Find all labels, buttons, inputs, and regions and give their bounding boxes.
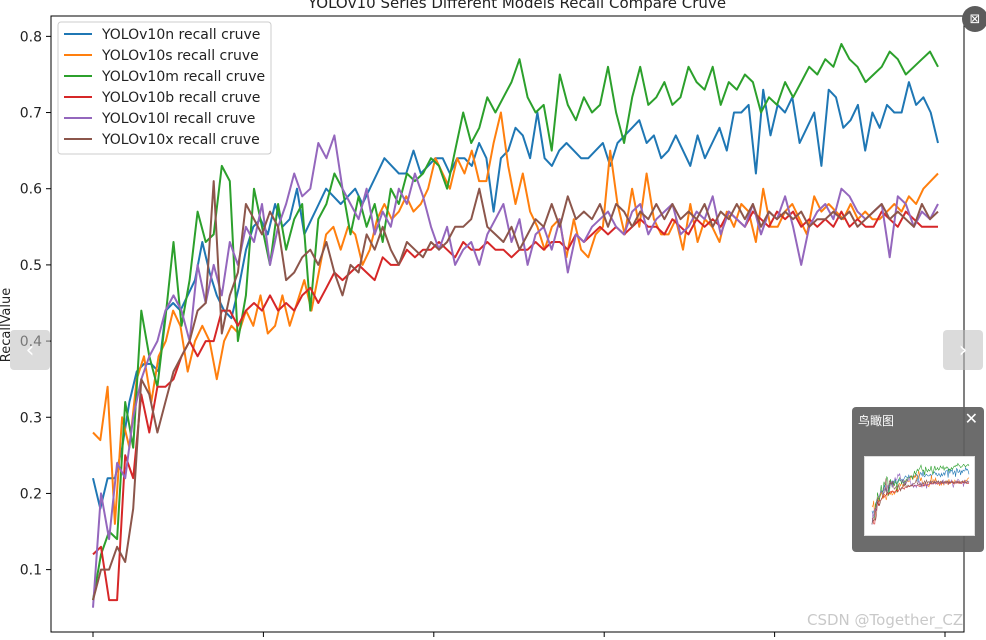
y-tick-label: 0.1	[20, 563, 42, 579]
legend: YOLOv10n recall cruve YOLOv10s recall cru…	[57, 21, 272, 155]
series-line	[92, 210, 938, 602]
y-tick-label: 0.2	[20, 486, 42, 502]
watermark: CSDN @Together_CZ	[807, 611, 964, 629]
legend-entry: YOLOv10n recall cruve	[101, 27, 260, 43]
next-image-button[interactable]: ›	[943, 330, 983, 370]
series-lines	[92, 43, 939, 608]
overview-thumbnail[interactable]	[864, 456, 975, 536]
series-line	[92, 180, 939, 601]
chart-title: YOLOv10 Series Different Models Recall C…	[307, 0, 726, 12]
previous-image-button[interactable]: ‹	[10, 330, 50, 370]
plot-frame	[50, 15, 965, 633]
overview-title: 鸟瞰图	[858, 414, 895, 428]
y-tick-label: 0.3	[20, 410, 42, 426]
thumbnail-image	[871, 462, 970, 525]
legend-entry: YOLOv10b recall cruve	[101, 90, 260, 106]
thumbnail-line	[871, 478, 970, 525]
y-tick-label: 0.8	[20, 29, 42, 45]
y-tick-label: 0.7	[20, 106, 42, 122]
legend-entry: YOLOv10l recall cruve	[101, 111, 255, 127]
legend-box	[57, 21, 272, 155]
thumbnail-line	[871, 473, 970, 525]
close-viewer-icon[interactable]: ⊠	[962, 6, 986, 32]
legend-entry: YOLOv10m recall cruve	[101, 69, 265, 85]
legend-entry: YOLOv10s recall cruve	[101, 48, 259, 64]
series-line	[92, 43, 939, 601]
legend-entry: YOLOv10x recall cruve	[101, 132, 260, 148]
overview-panel: 鸟瞰图 ✕	[852, 407, 984, 552]
overview-close-icon[interactable]: ✕	[964, 409, 978, 428]
y-tick-label: 0.6	[20, 182, 42, 198]
series-line	[92, 81, 939, 510]
y-tick-label: 0.5	[20, 258, 42, 274]
series-line	[92, 134, 939, 608]
